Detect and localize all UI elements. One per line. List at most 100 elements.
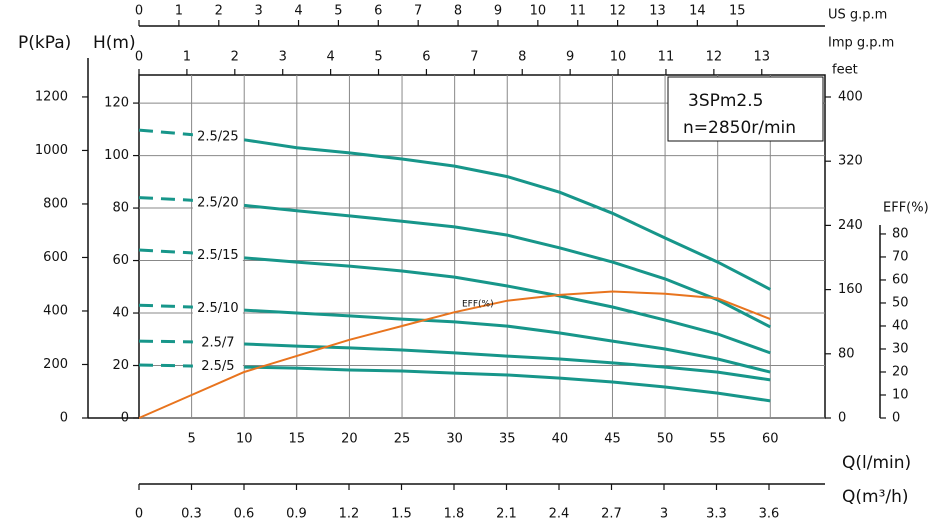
pressure-tick-label: 800 [43, 196, 68, 211]
imp_gpm-tick-label: 12 [706, 50, 723, 65]
imp_gpm-tick-label: 11 [658, 50, 675, 65]
m3h-tick-label: 0 [135, 507, 143, 522]
x-tick-label: 35 [499, 432, 516, 447]
m3h-axis-label: Q(m³/h) [842, 487, 909, 507]
x-tick-label: 25 [394, 432, 411, 447]
x-tick-label: 45 [604, 432, 621, 447]
feet-tick-label: 400 [838, 89, 863, 104]
m3h-tick-label: 0.9 [286, 507, 307, 522]
curve [138, 339, 245, 346]
curve-label-bg [192, 246, 243, 265]
us_gpm-tick-label: 4 [294, 4, 302, 19]
eff-tick-label: 0 [892, 411, 900, 426]
feet-tick-label: 320 [838, 154, 863, 169]
curve-label: 2.5/25 [197, 130, 239, 145]
pressure-tick-label: 1200 [35, 89, 68, 104]
imp_gpm-tick-label: 8 [518, 50, 526, 65]
curve [244, 342, 771, 382]
curve [138, 196, 245, 207]
y-tick-label: 20 [112, 358, 129, 373]
imp_gpm-tick-label: 6 [422, 50, 430, 65]
feet-tick-label: 0 [838, 411, 846, 426]
m3h-tick-label: 3 [660, 507, 668, 522]
x-tick-label: 5 [187, 432, 195, 447]
speed: n=2850r/min [683, 118, 796, 138]
us_gpm-tick-label: 11 [569, 4, 586, 19]
us_gpm-tick-label: 14 [689, 4, 706, 19]
m3h-tick-label: 2.1 [496, 507, 517, 522]
x-tick-label: 40 [552, 432, 569, 447]
curve-label: 2.5/15 [197, 248, 239, 263]
eff-axis-label: EFF(%) [883, 201, 929, 216]
pressure-tick-label: 0 [60, 411, 68, 426]
m3h-tick-label: 0.6 [234, 507, 255, 522]
eff-tick-label: 80 [892, 226, 909, 241]
us_gpm-tick-label: 8 [454, 4, 462, 19]
x-tick-label: 15 [289, 432, 306, 447]
curve-label: 2.5/5 [201, 359, 234, 374]
eff-tick-label: 10 [892, 387, 909, 402]
x-axis-label: Q(l/min) [842, 453, 911, 473]
feet-label: feet [832, 63, 858, 78]
imp_gpm-tick-label: 13 [753, 50, 770, 65]
feet-tick-label: 160 [838, 282, 863, 297]
m3h-tick-label: 3.6 [759, 507, 780, 522]
m3h-tick-label: 3.3 [706, 507, 727, 522]
m3h-tick-label: 0.3 [181, 507, 202, 522]
eff-tick-label: 20 [892, 364, 909, 379]
pressure-tick-label: 400 [43, 303, 68, 318]
m3h-tick-label: 2.7 [601, 507, 622, 522]
us-gpm-label: US g.p.m [828, 8, 887, 23]
curve [244, 256, 771, 355]
x-tick-label: 10 [236, 432, 253, 447]
us_gpm-tick-label: 10 [530, 4, 547, 19]
y-tick-label: 0 [121, 411, 129, 426]
m3h-tick-label: 1.2 [339, 507, 360, 522]
y-tick-label: 120 [104, 96, 129, 111]
curves: 2.5/25 2.5/20 2.5/15 2.5/10 2.5/7 2.5/5 EFF(%) [138, 128, 771, 419]
curve-label: 2.5/20 [197, 195, 239, 210]
imp_gpm-tick-label: 7 [470, 50, 478, 65]
imp_gpm-tick-label: 10 [610, 50, 627, 65]
eff-curve-label: EFF(%) [462, 300, 494, 310]
pressure-tick-label: 200 [43, 357, 68, 372]
x-tick-label: 60 [762, 432, 779, 447]
us_gpm-tick-label: 12 [609, 4, 626, 19]
us_gpm-tick-label: 7 [414, 4, 422, 19]
curve-label: 2.5/10 [197, 301, 239, 316]
head-axis-label: H(m) [93, 33, 136, 53]
pressure-tick-label: 1000 [35, 143, 68, 158]
us_gpm-tick-label: 2 [215, 4, 223, 19]
feet-tick-label: 80 [838, 346, 855, 361]
pressure-tick-label: 600 [43, 250, 68, 265]
x-tick-label: 50 [657, 432, 674, 447]
curve [244, 308, 771, 374]
y-tick-label: 100 [104, 148, 129, 163]
curve [138, 363, 245, 369]
x-tick-label: 55 [709, 432, 726, 447]
y-tick-label: 60 [112, 253, 129, 268]
curve [138, 303, 245, 312]
grid [139, 75, 825, 419]
curve-label-bg [192, 193, 243, 212]
m3h-tick-label: 1.5 [391, 507, 412, 522]
us_gpm-tick-label: 13 [649, 4, 666, 19]
imp-gpm-label: Imp g.p.m [828, 36, 894, 51]
m3h-tick-label: 1.8 [444, 507, 465, 522]
imp_gpm-tick-label: 0 [135, 50, 143, 65]
us_gpm-tick-label: 5 [334, 4, 342, 19]
y-tick-label: 40 [112, 306, 129, 321]
eff-tick-label: 40 [892, 318, 909, 333]
curve-label-bg [192, 299, 243, 318]
imp_gpm-tick-label: 4 [326, 50, 334, 65]
x-tick-label: 20 [341, 432, 358, 447]
curve [244, 365, 771, 403]
curve [243, 138, 771, 291]
imp_gpm-tick-label: 2 [231, 50, 239, 65]
curve-label: 2.5/7 [201, 335, 234, 350]
pressure-axis-label: P(kPa) [18, 33, 71, 53]
curve-label-bg [192, 128, 243, 147]
y-tick-label: 80 [112, 201, 129, 216]
eff-tick-label: 30 [892, 341, 909, 356]
